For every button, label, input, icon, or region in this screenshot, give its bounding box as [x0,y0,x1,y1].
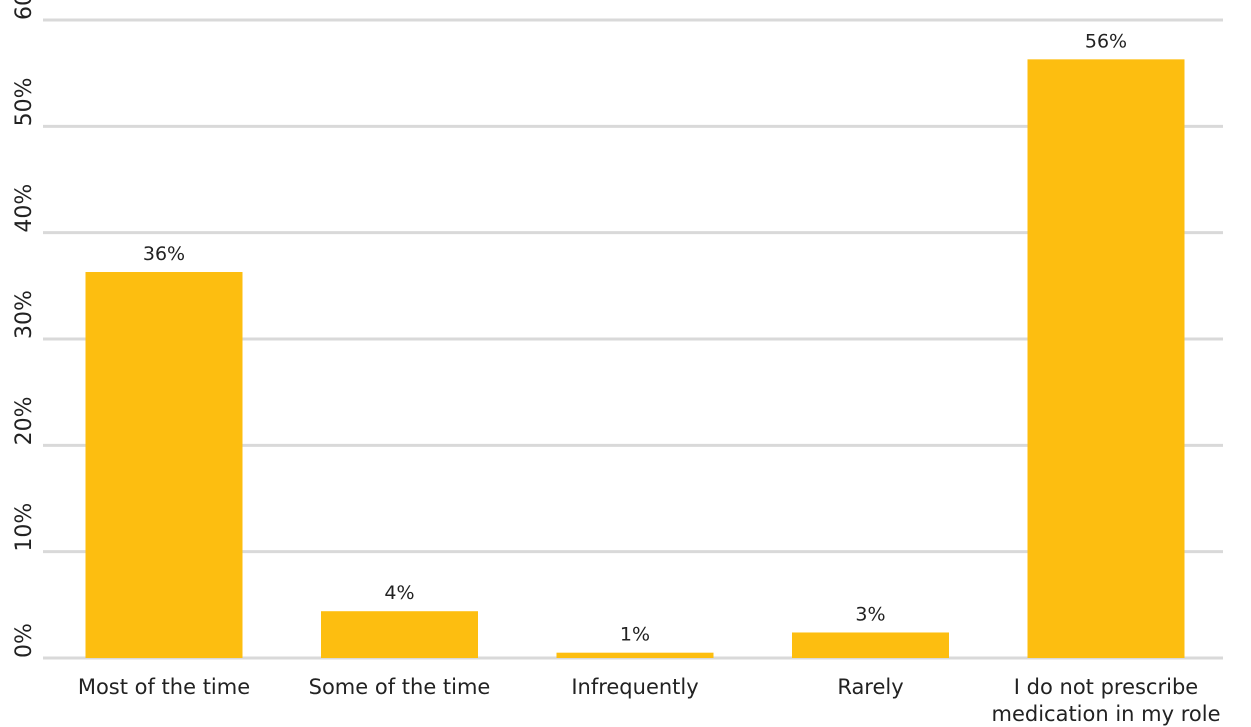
y-tick-label: 60% [12,0,37,20]
data-label: 36% [143,243,185,265]
x-axis-category-labels: Most of the time Some of the time Infreque… [78,675,1221,726]
y-tick-label: 30% [12,290,37,339]
bar [321,611,478,658]
bar [85,272,243,658]
bar [1027,59,1185,659]
data-label: 4% [384,582,414,604]
data-label: 3% [855,603,885,625]
y-tick-label: 20% [12,396,37,445]
y-axis-tick-labels: 0% 10% 20% 30% 40% 50% 60% [12,0,37,658]
category-label: Infrequently [571,675,698,699]
category-label: Some of the time [309,675,491,699]
category-label: medication in my role [991,702,1220,726]
bars [85,59,1185,659]
y-tick-label: 0% [12,623,37,658]
y-tick-label: 40% [12,184,37,233]
data-label: 1% [620,624,650,646]
bar [792,632,949,658]
category-label: Most of the time [78,675,250,699]
y-tick-label: 10% [12,503,37,552]
y-tick-label: 50% [12,77,37,126]
bar [556,652,714,658]
category-label: I do not prescribe [1014,675,1198,699]
category-label: Rarely [837,675,903,699]
data-labels: 36% 4% 1% 3% 56% [143,30,1127,645]
data-label: 56% [1085,30,1127,52]
